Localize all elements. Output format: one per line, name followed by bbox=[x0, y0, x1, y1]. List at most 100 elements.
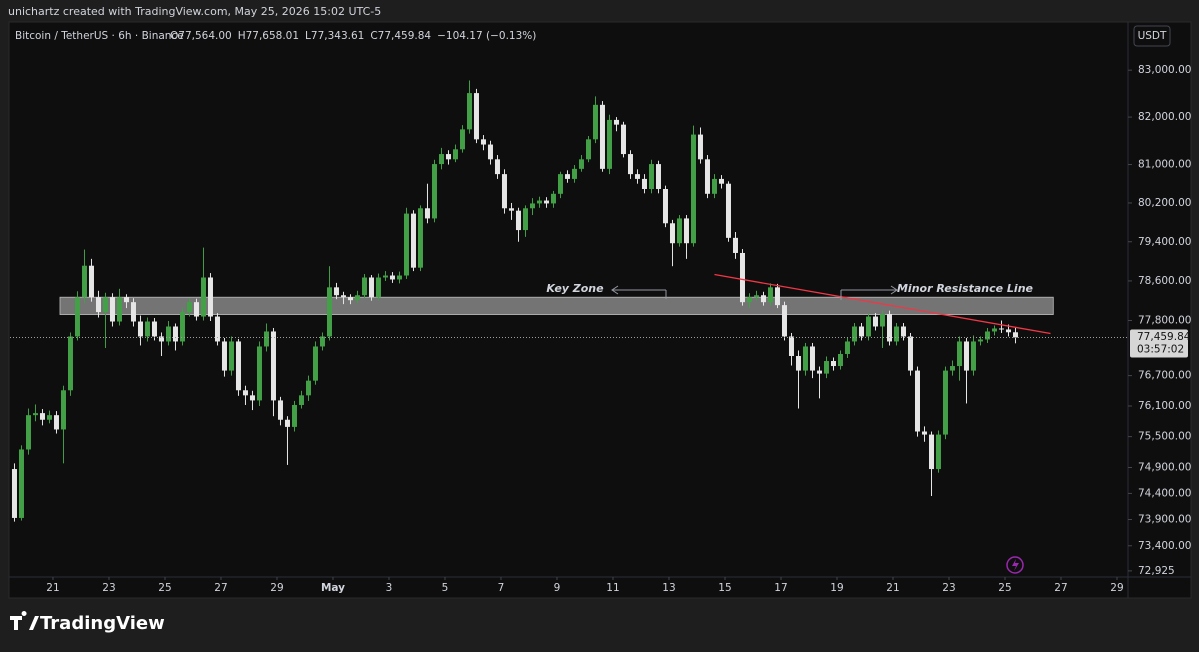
candle-body bbox=[844, 341, 850, 354]
candle-body bbox=[312, 346, 318, 381]
candle-body bbox=[900, 326, 906, 337]
candle-body bbox=[655, 164, 661, 189]
candle-body bbox=[718, 178, 724, 184]
candle-body bbox=[725, 183, 731, 238]
candle-body bbox=[452, 149, 458, 160]
candle-body bbox=[403, 213, 409, 276]
candle-body bbox=[956, 341, 962, 367]
y-tick-label: 76,100.00 bbox=[1138, 400, 1191, 412]
candle-body bbox=[88, 265, 94, 298]
candle-body bbox=[704, 159, 710, 194]
candle-body bbox=[781, 305, 787, 337]
candle-body bbox=[11, 469, 17, 518]
x-tick-label: 29 bbox=[270, 582, 283, 594]
ohlc-value: −104.17 (−0.13%) bbox=[437, 30, 536, 42]
x-tick-label: 27 bbox=[1054, 582, 1067, 594]
candle-body bbox=[998, 328, 1004, 330]
ohlc-value: C77,459.84 bbox=[370, 30, 431, 42]
alert-icon[interactable] bbox=[1006, 556, 1024, 574]
candle-body bbox=[123, 297, 129, 303]
x-tick-label: 5 bbox=[442, 582, 449, 594]
candle-body bbox=[200, 277, 206, 317]
candle-body bbox=[494, 159, 500, 175]
x-tick-label: 25 bbox=[158, 582, 171, 594]
candle-body bbox=[207, 277, 213, 317]
candle-body bbox=[319, 336, 325, 347]
candle-body bbox=[851, 326, 857, 342]
x-tick-label: 7 bbox=[498, 582, 505, 594]
candle-body bbox=[67, 336, 73, 391]
candle-body bbox=[186, 302, 192, 313]
candle-body bbox=[746, 297, 752, 303]
candle-body bbox=[599, 104, 605, 169]
x-tick-label: 17 bbox=[774, 582, 787, 594]
candle-body bbox=[753, 295, 759, 298]
candle-body bbox=[1012, 332, 1018, 338]
candle-body bbox=[557, 174, 563, 194]
candle-body bbox=[172, 326, 178, 342]
candle-body bbox=[711, 178, 717, 194]
y-tick-label: 74,900.00 bbox=[1138, 461, 1191, 473]
candle-body bbox=[991, 328, 997, 332]
candle-body bbox=[830, 361, 836, 367]
symbol: Bitcoin / TetherUS · 6h · Binance bbox=[15, 30, 184, 42]
candle-body bbox=[326, 287, 332, 337]
candle-body bbox=[466, 93, 472, 130]
credit: unichartz created with TradingView.com, … bbox=[8, 5, 381, 18]
candle-body bbox=[151, 321, 157, 337]
candle-body bbox=[459, 129, 465, 150]
candle-body bbox=[648, 164, 654, 189]
x-tick-label: 29 bbox=[1110, 582, 1123, 594]
candle-body bbox=[382, 275, 388, 278]
y-tick-label: 72,925 bbox=[1138, 565, 1175, 577]
candle-body bbox=[613, 119, 619, 125]
candle-body bbox=[32, 413, 38, 416]
candle-body bbox=[676, 218, 682, 244]
candle-body bbox=[417, 208, 423, 268]
y-tick-label: 78,600.00 bbox=[1138, 275, 1191, 287]
candle-body bbox=[347, 297, 353, 301]
ohlc-value: H77,658.01 bbox=[238, 30, 299, 42]
candle-body bbox=[732, 237, 738, 253]
plot bbox=[10, 80, 1127, 522]
last-price-box bbox=[1130, 329, 1188, 358]
y-tick-label: 80,200.00 bbox=[1138, 197, 1191, 209]
candle-body bbox=[46, 415, 52, 420]
currency[interactable]: USDT bbox=[1138, 30, 1167, 42]
candle-body bbox=[410, 213, 416, 268]
y-tick-label: 79,400.00 bbox=[1138, 236, 1191, 248]
x-tick-label: May bbox=[321, 582, 345, 594]
candle-body bbox=[662, 188, 668, 224]
candle-body bbox=[137, 321, 143, 337]
candle-body bbox=[277, 400, 283, 420]
candle-body bbox=[865, 316, 871, 337]
x-tick-label: 25 bbox=[998, 582, 1011, 594]
candle-body bbox=[774, 287, 780, 306]
candle-body bbox=[354, 295, 360, 301]
y-tick-label: 81,000.00 bbox=[1138, 159, 1191, 171]
candle-body bbox=[473, 93, 479, 140]
y-tick-label: 77,800.00 bbox=[1138, 315, 1191, 327]
candle-body bbox=[970, 341, 976, 371]
candle-body bbox=[116, 297, 122, 322]
candle-body bbox=[585, 139, 591, 160]
candle-body bbox=[81, 265, 87, 298]
candle-body bbox=[53, 415, 59, 430]
logo: TradingView bbox=[10, 611, 165, 634]
candle-body bbox=[375, 277, 381, 298]
candle-body bbox=[634, 174, 640, 179]
candle-body bbox=[620, 124, 626, 155]
candle-body bbox=[235, 341, 241, 391]
x-tick-label: 23 bbox=[942, 582, 955, 594]
candle-body bbox=[697, 134, 703, 160]
candle-body bbox=[228, 341, 234, 371]
candle-body bbox=[130, 302, 136, 322]
candle-body bbox=[928, 434, 934, 470]
currency-button[interactable] bbox=[1133, 25, 1171, 47]
candle-body bbox=[291, 404, 297, 427]
y-tick-label: 74,400.00 bbox=[1138, 487, 1191, 499]
candle-body bbox=[914, 370, 920, 432]
candle-body bbox=[144, 321, 150, 337]
candle-body bbox=[858, 326, 864, 337]
